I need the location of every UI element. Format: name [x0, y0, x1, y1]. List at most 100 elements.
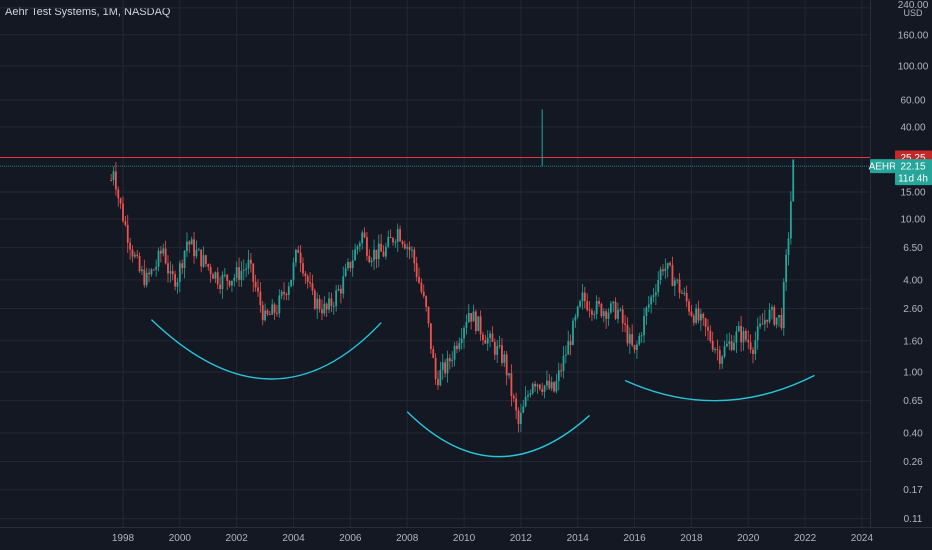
- candle-body: [491, 333, 494, 342]
- candle-body: [498, 345, 501, 347]
- candle-body: [368, 255, 371, 263]
- candle-body: [392, 237, 394, 243]
- candle-body: [676, 279, 679, 281]
- candle-body: [358, 243, 361, 247]
- candle-body: [569, 341, 572, 345]
- candle-body: [344, 268, 347, 277]
- candle-body: [285, 294, 288, 296]
- candle-body: [617, 309, 619, 319]
- candle-body: [238, 267, 240, 280]
- x-tick-label: 2016: [623, 533, 646, 544]
- candle-body: [413, 249, 416, 264]
- candle-body: [408, 246, 411, 250]
- candle-body: [515, 398, 518, 411]
- last-price-label: 22.15: [900, 162, 925, 173]
- candle-body: [318, 298, 321, 310]
- candle-body: [446, 358, 449, 374]
- candle-body: [148, 272, 150, 275]
- candle-body: [664, 268, 667, 272]
- candle-body: [780, 314, 783, 329]
- time-axis[interactable]: 1998 2000 2002 2004 2006 2008 2010 2012 2014 2016…: [112, 533, 874, 544]
- candle-body: [681, 292, 683, 294]
- candle-body: [631, 334, 634, 346]
- candle-body: [771, 307, 773, 310]
- y-tick-label: 6.50: [903, 243, 923, 254]
- x-tick-label: 2014: [567, 533, 590, 544]
- candle-body: [541, 389, 544, 392]
- candle-body: [792, 159, 795, 202]
- candle-body: [588, 309, 591, 311]
- candle-body: [207, 264, 210, 267]
- horizontal-lines: [0, 156, 870, 167]
- candle-body: [432, 349, 435, 358]
- candle-body: [453, 345, 456, 360]
- candle-body: [257, 287, 259, 292]
- candle-body: [493, 341, 496, 355]
- candle-body: [280, 291, 283, 296]
- candle-body: [650, 296, 653, 305]
- candle-body: [579, 301, 581, 307]
- candle-body: [562, 355, 565, 371]
- y-tick-label: 1.60: [903, 336, 923, 347]
- y-tick-label: 0.26: [903, 457, 923, 468]
- candle-body: [311, 283, 314, 291]
- candle-body: [721, 356, 724, 364]
- candle-body: [737, 325, 740, 332]
- candle-body: [624, 323, 626, 325]
- candle-body: [171, 271, 174, 275]
- candle-body: [406, 246, 409, 249]
- candle-body: [337, 288, 340, 291]
- x-tick-label: 2018: [680, 533, 703, 544]
- candle-body: [316, 298, 319, 309]
- candle-body: [112, 171, 115, 181]
- candle-body: [347, 261, 349, 269]
- candle-body: [574, 316, 577, 321]
- candle-body: [297, 249, 300, 253]
- candle-body: [744, 330, 747, 340]
- candle-body: [273, 304, 276, 313]
- candle-body: [614, 301, 617, 319]
- candle-body: [522, 406, 525, 413]
- candle-body: [114, 171, 117, 190]
- candle-body: [759, 323, 761, 327]
- candle-body: [486, 337, 489, 344]
- candle-body: [415, 263, 418, 277]
- candle-body: [482, 334, 484, 341]
- candle-body: [733, 342, 735, 350]
- candle-body: [659, 269, 662, 281]
- price-axis[interactable]: USD 240.00 160.00 100.00 60.00 40.00 15.00 10.…: [898, 0, 929, 525]
- candle-body: [216, 272, 219, 285]
- candle-body: [377, 243, 380, 260]
- candle-body: [399, 229, 401, 242]
- candle-body: [742, 330, 745, 343]
- y-tick-label: 0.65: [903, 396, 923, 407]
- candle-body: [652, 295, 655, 297]
- candle-body: [546, 380, 548, 386]
- candle-body: [133, 254, 136, 257]
- cup-annotations: [150, 319, 815, 458]
- candle-body: [162, 248, 165, 254]
- candle-body: [292, 262, 295, 280]
- candle-body: [223, 274, 226, 276]
- candle-body: [633, 345, 636, 350]
- y-tick-label: 60.00: [900, 95, 925, 106]
- candle-body: [245, 268, 248, 270]
- candle-body: [382, 251, 385, 257]
- candle-body: [441, 362, 444, 370]
- candle-body: [702, 313, 705, 319]
- candle-body: [505, 354, 508, 376]
- x-tick-label: 2006: [339, 533, 362, 544]
- candle-body: [595, 301, 598, 314]
- candle-body: [787, 238, 790, 255]
- candle-body: [373, 249, 375, 261]
- candle-body: [704, 318, 707, 327]
- candle-body: [538, 384, 541, 390]
- candle-body: [510, 373, 513, 396]
- candle-body: [560, 370, 563, 372]
- candle-body: [313, 290, 316, 309]
- candle-body: [519, 412, 522, 424]
- candle-body: [763, 319, 766, 325]
- candle-body: [766, 319, 769, 322]
- candle-body: [699, 313, 702, 321]
